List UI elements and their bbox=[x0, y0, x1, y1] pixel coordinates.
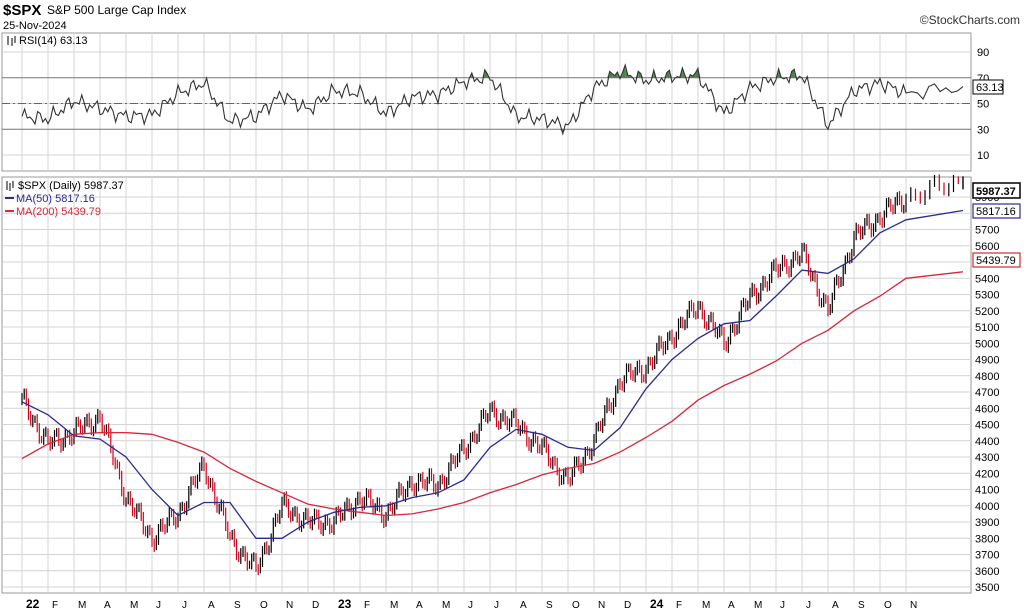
x-tick-label: F bbox=[364, 600, 370, 611]
x-tick-label: J bbox=[182, 600, 187, 611]
rsi-legend: RSI(14) 63.13 bbox=[19, 35, 87, 47]
x-tick-label: A bbox=[416, 600, 423, 611]
price-tick-label: 4000 bbox=[975, 501, 999, 513]
x-tick-label: M bbox=[390, 600, 398, 611]
price-tick-label: 4800 bbox=[975, 371, 999, 383]
ma50-line bbox=[21, 209, 964, 539]
x-tick-label: J bbox=[806, 600, 811, 611]
x-tick-label: N bbox=[598, 600, 605, 611]
x-tick-label: D bbox=[624, 600, 631, 611]
ma200-current-label: 5439.79 bbox=[972, 252, 1021, 268]
rsi-tick-label: 10 bbox=[977, 150, 989, 162]
x-tick-label: J bbox=[494, 600, 499, 611]
legend-ma50: MA(50) 5817.16 bbox=[16, 193, 95, 205]
x-tick-label: F bbox=[676, 600, 682, 611]
price-tick-label: 5100 bbox=[975, 322, 999, 334]
ma200-current-value: 5439.79 bbox=[976, 255, 1016, 267]
ma50-current-value: 5817.16 bbox=[976, 206, 1016, 218]
x-tick-label: S bbox=[858, 600, 865, 611]
chart-symbol: $SPX bbox=[3, 2, 41, 19]
chart-date: 25-Nov-2024 bbox=[3, 20, 67, 32]
x-tick-label: 22 bbox=[26, 597, 40, 611]
rsi-panel-frame bbox=[1, 32, 972, 172]
x-tick-label: 24 bbox=[650, 597, 664, 611]
ma50-current-label: 5817.16 bbox=[972, 203, 1021, 219]
price-tick-label: 5200 bbox=[975, 306, 999, 318]
x-tick-label: A bbox=[208, 600, 215, 611]
x-tick-label: D bbox=[312, 600, 319, 611]
price-tick-label: 4200 bbox=[975, 468, 999, 480]
chart-name: S&P 500 Large Cap Index bbox=[47, 3, 186, 17]
x-tick-label: A bbox=[104, 600, 111, 611]
x-tick-label: J bbox=[468, 600, 473, 611]
rsi-legend-icon bbox=[7, 36, 16, 46]
x-tick-label: 23 bbox=[338, 597, 352, 611]
x-tick-label: N bbox=[910, 600, 917, 611]
price-tick-label: 5400 bbox=[975, 273, 999, 285]
x-tick-label: M bbox=[130, 600, 138, 611]
rsi-current-value: 63.13 bbox=[976, 82, 1004, 94]
rsi-line bbox=[21, 63, 964, 136]
rsi-overbought-fill bbox=[638, 71, 641, 78]
watermark: ©StockCharts.com bbox=[920, 13, 1020, 27]
x-axis: 22 F M A M J J A S O N D 23 F M A M J J A S O N D 24 F M A M J J A S O N bbox=[26, 597, 917, 611]
price-current-value: 5987.37 bbox=[976, 186, 1016, 198]
price-tick-label: 3800 bbox=[975, 533, 999, 545]
rsi-grid bbox=[2, 33, 971, 171]
x-tick-label: A bbox=[520, 600, 527, 611]
rsi-overbought-fill bbox=[695, 68, 698, 78]
price-tick-label: 5600 bbox=[975, 241, 999, 253]
price-legend-icon bbox=[6, 181, 14, 191]
rsi-tick-label: 90 bbox=[977, 47, 989, 59]
x-tick-label: M bbox=[754, 600, 762, 611]
rsi-marks bbox=[21, 63, 964, 136]
price-tick-label: 4400 bbox=[975, 436, 999, 448]
x-tick-label: A bbox=[728, 600, 735, 611]
rsi-tick-label: 50 bbox=[977, 99, 989, 111]
x-tick-label: J bbox=[780, 600, 785, 611]
x-tick-label: N bbox=[286, 600, 293, 611]
x-tick-label: M bbox=[702, 600, 710, 611]
rsi-current-value-label: 63.13 bbox=[972, 79, 1004, 95]
price-tick-label: 4600 bbox=[975, 403, 999, 415]
price-tick-label: 4500 bbox=[975, 420, 999, 432]
x-tick-label: O bbox=[260, 600, 268, 611]
x-tick-label: M bbox=[78, 600, 86, 611]
price-tick-labels: 3500 3600 3700 3800 3900 4000 4100 4200 4300 4400… bbox=[975, 192, 999, 594]
price-tick-label: 4300 bbox=[975, 452, 999, 464]
price-current-label: 5987.37 bbox=[972, 182, 1021, 199]
legend-price: $SPX (Daily) 5987.37 bbox=[18, 180, 124, 192]
price-tick-label: 4100 bbox=[975, 485, 999, 497]
price-tick-label: 4900 bbox=[975, 355, 999, 367]
x-tick-label: M bbox=[442, 600, 450, 611]
price-tick-label: 5700 bbox=[975, 225, 999, 237]
price-panel: 3500 3600 3700 3800 3900 4000 4100 4200 4300 4400… bbox=[1, 174, 1021, 594]
x-tick-label: A bbox=[832, 600, 839, 611]
price-marks bbox=[21, 174, 964, 576]
rsi-overbought-fill bbox=[609, 71, 613, 78]
price-tick-label: 4700 bbox=[975, 387, 999, 399]
price-panel-frame bbox=[1, 176, 972, 594]
x-tick-label: J bbox=[156, 600, 161, 611]
price-tick-label: 3500 bbox=[975, 582, 999, 594]
price-tick-label: 3600 bbox=[975, 566, 999, 578]
x-tick-label: O bbox=[884, 600, 892, 611]
legend-ma200: MA(200) 5439.79 bbox=[16, 206, 101, 218]
price-tick-label: 3900 bbox=[975, 517, 999, 529]
x-tick-label: O bbox=[572, 600, 580, 611]
ma200-line bbox=[21, 271, 964, 517]
price-tick-label: 5300 bbox=[975, 290, 999, 302]
x-tick-label: F bbox=[52, 600, 58, 611]
rsi-tick-label: 30 bbox=[977, 124, 989, 136]
x-tick-label: S bbox=[546, 600, 553, 611]
x-tick-label: S bbox=[234, 600, 241, 611]
price-tick-label: 5000 bbox=[975, 338, 999, 350]
price-tick-label: 3700 bbox=[975, 550, 999, 562]
